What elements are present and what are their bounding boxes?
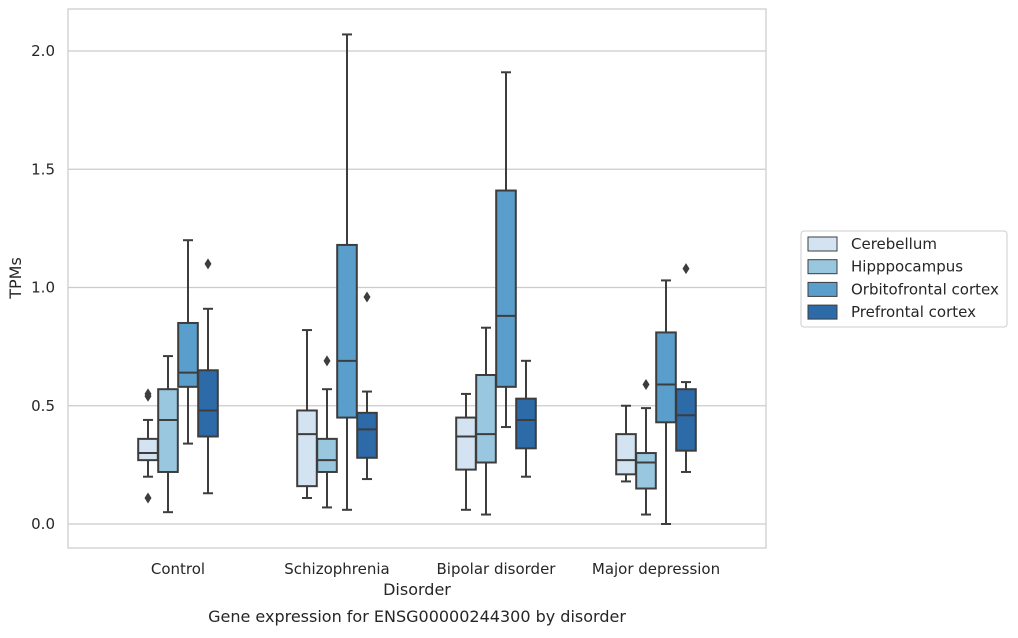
y-tick-label: 0.5: [31, 397, 55, 415]
box-plot: [655, 279, 677, 525]
x-tick-label: Control: [151, 560, 205, 578]
outlier-point: [204, 258, 212, 270]
y-tick-label: 0.0: [31, 515, 55, 533]
box-plot: [455, 392, 477, 511]
box-iqr: [197, 369, 219, 438]
legend: Cerebellum Hipppocampus Orbitofrontal cort…: [800, 230, 1008, 328]
legend-label: Cerebellum: [851, 235, 937, 253]
legend-label: Hipppocampus: [851, 258, 963, 276]
legend-frame: [800, 230, 1008, 328]
box-iqr: [655, 331, 677, 424]
box-iqr: [356, 411, 378, 459]
y-axis-label: TPMs: [6, 257, 25, 300]
box-iqr: [336, 243, 358, 419]
legend-swatch: [807, 304, 838, 320]
box-plot: [495, 71, 517, 429]
legend-label: Prefrontal cortex: [851, 303, 976, 321]
chart-caption: Gene expression for ENSG00000244300 by d…: [208, 607, 626, 626]
box-plot: [475, 326, 497, 516]
legend-item: Cerebellum: [807, 235, 937, 253]
outlier-point: [682, 263, 690, 275]
box-plot: [177, 239, 199, 445]
y-tick-label: 1.5: [31, 160, 55, 178]
outlier-point: [144, 492, 152, 504]
box-plot: [316, 355, 338, 509]
box-iqr: [177, 321, 199, 388]
box-iqr: [475, 374, 497, 464]
box-plot: [157, 355, 179, 514]
box-plot: [296, 329, 318, 499]
legend-swatch: [807, 236, 838, 252]
box-iqr: [495, 189, 517, 388]
box-layer: [137, 33, 697, 525]
outlier-point: [363, 291, 371, 303]
y-tick-labels: 0.0 0.5 1.0 1.5 2.0: [31, 42, 55, 533]
legend-swatch: [807, 281, 838, 297]
box-plot: [356, 291, 378, 481]
y-tick-label: 2.0: [31, 42, 55, 60]
legend-item: Prefrontal cortex: [807, 303, 976, 321]
outlier-point: [642, 378, 650, 390]
x-tick-labels: Control Schizophrenia Bipolar disorder Majo…: [151, 560, 720, 578]
legend-item: Hipppocampus: [807, 258, 963, 276]
box-iqr: [455, 416, 477, 471]
box-plot: [197, 258, 219, 495]
box-plot: [615, 404, 637, 483]
legend-entries: Cerebellum Hipppocampus Orbitofrontal cort…: [807, 235, 999, 321]
x-tick-label: Bipolar disorder: [437, 560, 557, 578]
box-iqr: [675, 388, 697, 452]
x-axis-label: Disorder: [383, 580, 451, 599]
y-tick-label: 1.0: [31, 279, 55, 297]
box-iqr: [157, 388, 179, 473]
legend-swatch: [807, 259, 838, 275]
box-iqr: [615, 433, 637, 476]
box-plot: [675, 263, 697, 473]
legend-label: Orbitofrontal cortex: [851, 280, 999, 298]
box-iqr: [515, 397, 537, 450]
box-iqr: [635, 452, 657, 490]
box-iqr: [316, 437, 338, 473]
box-iqr: [296, 409, 318, 488]
x-tick-label: Schizophrenia: [284, 560, 389, 578]
outlier-point: [323, 355, 331, 367]
outlier-point: [144, 388, 152, 400]
legend-item: Orbitofrontal cortex: [807, 280, 999, 298]
grid-layer: [68, 50, 766, 525]
x-tick-label: Major depression: [592, 560, 720, 578]
box-plot: [635, 378, 657, 516]
box-plot: [336, 33, 358, 511]
axes-frame: [67, 8, 767, 549]
box-iqr: [137, 437, 159, 462]
box-plot: [515, 359, 537, 478]
